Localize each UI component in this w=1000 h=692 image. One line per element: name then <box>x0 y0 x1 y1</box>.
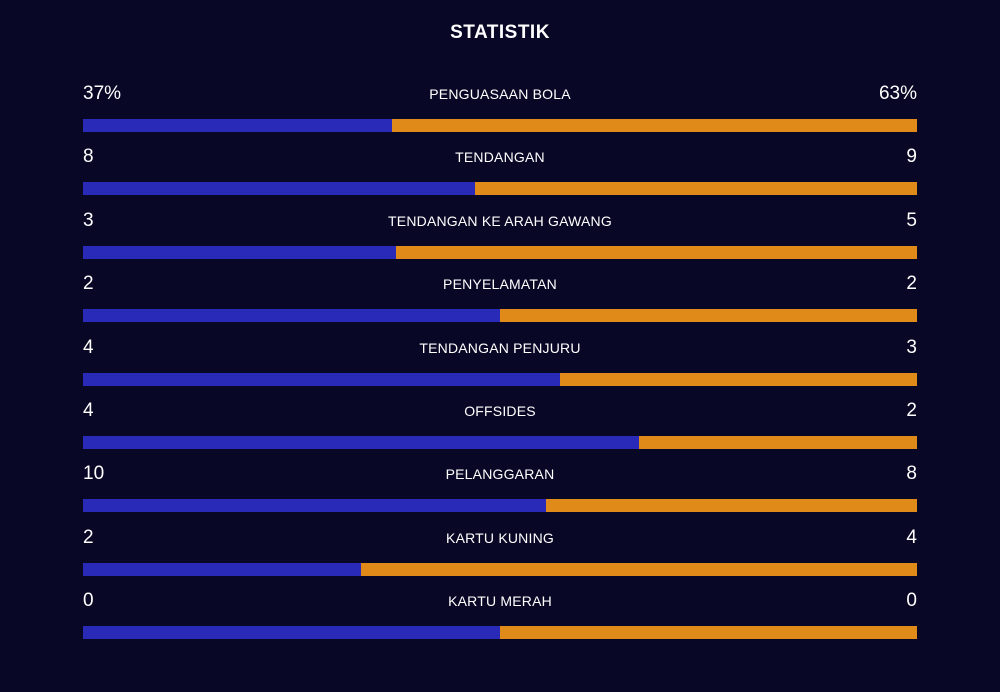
away-value: 4 <box>906 526 917 548</box>
home-bar-segment <box>83 182 476 196</box>
home-value: 4 <box>83 336 94 358</box>
home-bar-segment <box>83 435 640 449</box>
stat-row: 2 PENYELAMATAN 2 <box>83 270 917 333</box>
comparison-bar <box>83 435 917 449</box>
stat-label: TENDANGAN PENJURU <box>419 339 581 356</box>
away-bar-segment <box>639 435 917 449</box>
stat-row: 4 OFFSIDES 2 <box>83 397 917 460</box>
away-bar-segment <box>500 309 917 323</box>
away-value: 0 <box>906 590 917 612</box>
home-value: 37% <box>83 83 122 104</box>
stat-label: KARTU KUNING <box>446 529 554 546</box>
away-bar-segment <box>500 626 917 640</box>
away-value: 5 <box>906 209 917 231</box>
away-value: 2 <box>906 273 917 295</box>
home-value: 2 <box>83 273 94 295</box>
home-value: 10 <box>83 463 105 485</box>
away-bar-segment <box>559 372 917 386</box>
home-bar-segment <box>83 309 500 323</box>
away-value: 63% <box>878 83 917 104</box>
comparison-bar <box>83 372 917 386</box>
home-bar-segment <box>83 119 392 132</box>
stat-label: PENGUASAAN BOLA <box>429 86 571 102</box>
comparison-bar <box>83 119 917 132</box>
home-value: 0 <box>83 590 94 612</box>
stat-label: PENYELAMATAN <box>443 276 557 293</box>
comparison-bar <box>83 562 917 576</box>
comparison-bar <box>83 499 917 513</box>
home-value: 8 <box>83 146 94 168</box>
home-bar-segment <box>83 626 500 640</box>
comparison-bar <box>83 626 917 640</box>
stat-label: KARTU MERAH <box>448 593 552 610</box>
home-bar-segment <box>83 372 560 386</box>
comparison-bar <box>83 309 917 323</box>
away-bar-segment <box>395 245 917 259</box>
comparison-bar <box>83 245 917 259</box>
stat-row: 37% PENGUASAAN BOLA 63% <box>83 80 917 143</box>
away-value: 9 <box>906 146 917 168</box>
away-value: 8 <box>906 463 917 485</box>
stats-list: 37% PENGUASAAN BOLA 63% 8 TENDANGAN 9 3 TENDANG… <box>83 80 917 651</box>
page-title: STATISTIK <box>450 22 550 43</box>
stat-row: 10 PELANGGARAN 8 <box>83 460 917 523</box>
comparison-bar <box>83 182 917 196</box>
away-value: 2 <box>906 399 917 421</box>
home-value: 3 <box>83 209 94 231</box>
stat-row: 4 TENDANGAN PENJURU 3 <box>83 334 917 397</box>
home-bar-segment <box>83 499 547 513</box>
stat-label: TENDANGAN KE ARAH GAWANG <box>388 212 612 229</box>
stat-row: 3 TENDANGAN KE ARAH GAWANG 5 <box>83 207 917 270</box>
away-value: 3 <box>906 336 917 358</box>
away-bar-segment <box>546 499 917 513</box>
home-bar-segment <box>83 562 361 576</box>
stat-label: PELANGGARAN <box>445 466 555 483</box>
stat-row: 2 KARTU KUNING 4 <box>83 524 917 587</box>
home-bar-segment <box>83 245 396 259</box>
home-value: 2 <box>83 526 94 548</box>
stat-label: OFFSIDES <box>464 402 536 419</box>
away-bar-segment <box>391 119 917 132</box>
stat-row: 8 TENDANGAN 9 <box>83 143 917 206</box>
home-value: 4 <box>83 399 94 421</box>
away-bar-segment <box>475 182 917 196</box>
stat-row: 0 KARTU MERAH 0 <box>83 587 917 650</box>
stat-label: TENDANGAN <box>455 149 545 166</box>
away-bar-segment <box>360 562 917 576</box>
